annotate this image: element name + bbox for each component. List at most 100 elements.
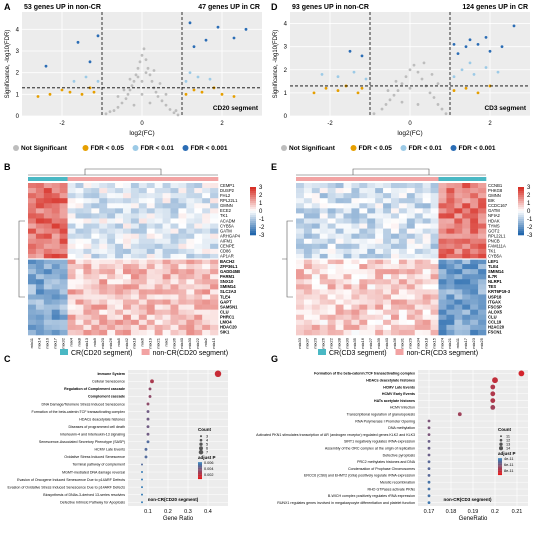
heatmap-cell (67, 228, 76, 234)
term-dot (490, 391, 496, 397)
heatmap-cell (202, 218, 211, 224)
heatmap-cell (454, 193, 463, 199)
column-label: mix18 (132, 337, 137, 348)
heatmap-cell (359, 238, 368, 245)
heatmap-cell (327, 259, 336, 265)
heatmap-cell (115, 284, 124, 290)
heatmap-cell (422, 233, 431, 240)
heatmap-cell (67, 208, 76, 214)
heatmap-cell (154, 299, 163, 305)
heatmap-cell (115, 218, 124, 224)
heatmap-cell (35, 264, 45, 270)
heatmap-cell (202, 198, 211, 204)
data-point (460, 68, 464, 72)
heatmap-cell (146, 228, 155, 234)
column-label: mix37 (305, 337, 310, 348)
heatmap-cell (115, 193, 124, 199)
heatmap-cell (210, 304, 219, 310)
heatmap-cell (327, 238, 336, 245)
heatmap-cell (67, 198, 76, 204)
heatmap-cell (335, 294, 344, 300)
heatmap-cell (311, 319, 321, 326)
heatmap-cell (430, 238, 439, 245)
heatmap-cell (43, 309, 53, 316)
column-label: mix29 (408, 337, 413, 348)
heatmap-cell (406, 284, 416, 290)
heatmap-cell (478, 279, 487, 285)
data-point (220, 92, 224, 96)
heatmap-cell (59, 243, 68, 250)
group-bar-cell (351, 177, 360, 181)
row-label: CCDC167 (488, 203, 508, 208)
heatmap-cell (59, 259, 68, 265)
group-bar-cell (359, 177, 368, 181)
colorbar-segment (250, 225, 256, 228)
heatmap-cell (51, 188, 60, 194)
data-point (204, 38, 208, 42)
row-label: CENPE (220, 244, 235, 249)
data-point (468, 61, 472, 65)
heatmap-cell (194, 228, 203, 234)
data-point (172, 111, 176, 115)
heatmap-cell (454, 314, 463, 321)
heatmap-cell (319, 183, 328, 189)
heatmap-cell (28, 208, 37, 214)
heatmap-cell (28, 223, 37, 229)
heatmap-cell (178, 269, 187, 275)
heatmap-cell (470, 269, 479, 275)
heatmap-cell (83, 299, 92, 305)
heatmap-cell (75, 279, 84, 285)
heatmap-cell (303, 208, 313, 214)
heatmap-cell (67, 203, 76, 209)
data-point (484, 36, 488, 39)
heatmap-cell (75, 243, 84, 250)
heatmap-cell (391, 319, 400, 326)
heatmap-cell (162, 269, 171, 275)
term-dot (427, 433, 431, 436)
heatmap-cell (138, 299, 148, 305)
row-label: RPL22L1 (488, 233, 506, 238)
heatmap-cell (383, 264, 392, 270)
heatmap-cell (438, 228, 447, 234)
heatmap-cell (123, 289, 132, 295)
heatmap-cell (130, 284, 140, 290)
row-label: FSCN1 (488, 330, 502, 335)
row-label: LEF1 (488, 259, 499, 264)
heatmap-cell (194, 193, 203, 199)
heatmap-cell (303, 319, 313, 326)
heatmap-cell (130, 213, 140, 219)
heatmap-cell (438, 269, 447, 275)
heatmap-cell (335, 203, 344, 209)
heatmap-cell (351, 259, 360, 265)
heatmap-cell (115, 248, 124, 255)
heatmap-cell (35, 253, 45, 260)
heatmap-cell (130, 223, 140, 229)
heatmap-cell (462, 269, 471, 275)
term-label: PRC2 methylates histones and DNA (357, 460, 416, 464)
heatmap-cell (83, 203, 92, 209)
heatmap-cell (296, 329, 305, 336)
data-point (380, 107, 384, 111)
heatmap-cell (194, 269, 203, 275)
heatmap-cell (51, 193, 60, 199)
heatmap-cell (186, 269, 195, 275)
data-point (120, 101, 124, 105)
row-label: SMIM14 (220, 284, 236, 289)
heatmap-cell (454, 304, 463, 310)
heatmap-cell (170, 218, 179, 224)
legend-label-cd3: FDR < 0.01 (409, 145, 443, 152)
heatmap-cell (130, 198, 140, 204)
data-point (116, 95, 120, 98)
heatmap-cell (351, 238, 360, 245)
data-point (348, 49, 352, 53)
heatmap-cell (91, 289, 100, 295)
heatmap-cell (359, 213, 368, 219)
annotation-up-cr: 47 genes UP in CR (198, 4, 260, 11)
heatmap-cell (202, 329, 211, 336)
heatmap-cell (43, 304, 53, 310)
heatmap-cell (162, 259, 171, 265)
heatmap-cell (210, 233, 219, 240)
heatmap-cell (91, 248, 100, 255)
heatmap-cell (146, 289, 155, 295)
heatmap-cell (107, 309, 116, 316)
